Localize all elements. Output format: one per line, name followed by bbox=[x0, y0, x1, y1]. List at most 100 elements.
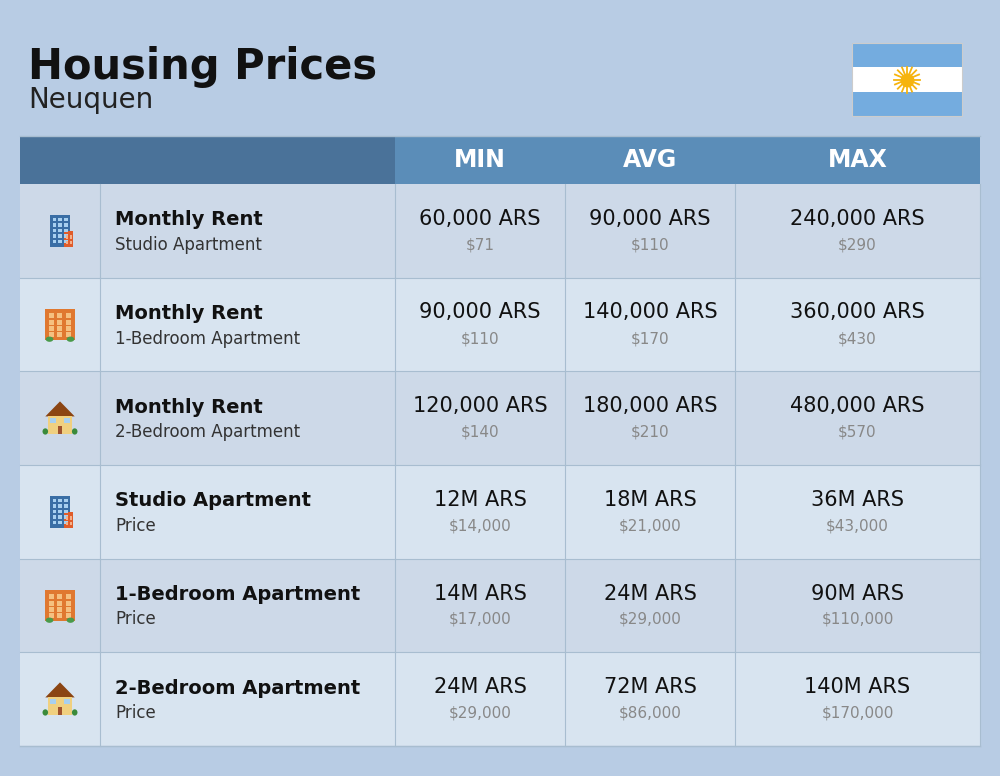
Bar bbox=[64, 512, 73, 528]
Text: 12M ARS: 12M ARS bbox=[434, 490, 526, 510]
Bar bbox=[66, 332, 71, 337]
Text: $570: $570 bbox=[838, 424, 877, 440]
Bar bbox=[64, 223, 68, 227]
Text: 140,000 ARS: 140,000 ARS bbox=[583, 303, 717, 323]
Bar bbox=[66, 516, 68, 520]
Bar bbox=[100, 136, 395, 184]
Bar bbox=[852, 43, 962, 68]
Bar bbox=[66, 235, 68, 238]
Bar bbox=[64, 234, 68, 237]
Bar bbox=[58, 707, 62, 715]
Text: $290: $290 bbox=[838, 237, 877, 252]
Bar bbox=[70, 516, 72, 520]
Bar bbox=[49, 320, 54, 324]
Bar bbox=[20, 653, 980, 746]
Bar bbox=[58, 223, 62, 227]
Bar bbox=[48, 416, 72, 434]
Text: 60,000 ARS: 60,000 ARS bbox=[419, 209, 541, 229]
Bar bbox=[20, 136, 100, 184]
Bar bbox=[64, 699, 70, 705]
Text: 120,000 ARS: 120,000 ARS bbox=[413, 397, 547, 416]
Bar bbox=[66, 607, 71, 611]
Bar bbox=[20, 372, 980, 465]
Polygon shape bbox=[45, 682, 75, 698]
Text: 36M ARS: 36M ARS bbox=[811, 490, 904, 510]
Text: Neuquen: Neuquen bbox=[28, 86, 153, 114]
Bar bbox=[53, 234, 56, 237]
Bar bbox=[64, 504, 68, 508]
Text: $17,000: $17,000 bbox=[449, 612, 511, 627]
Bar bbox=[49, 332, 54, 337]
Text: 2-Bedroom Apartment: 2-Bedroom Apartment bbox=[115, 679, 360, 698]
Bar bbox=[20, 184, 980, 278]
Text: $29,000: $29,000 bbox=[449, 705, 511, 721]
Bar bbox=[66, 326, 71, 331]
Bar bbox=[20, 278, 980, 372]
Polygon shape bbox=[45, 401, 75, 417]
Bar bbox=[64, 230, 73, 247]
Bar bbox=[49, 601, 54, 605]
Bar bbox=[50, 215, 70, 247]
Bar bbox=[58, 229, 62, 232]
Text: $110: $110 bbox=[631, 237, 669, 252]
Bar bbox=[53, 521, 56, 525]
Bar bbox=[53, 515, 56, 519]
Bar bbox=[49, 326, 54, 331]
Bar bbox=[49, 314, 54, 318]
Text: 18M ARS: 18M ARS bbox=[604, 490, 696, 510]
Bar bbox=[53, 499, 56, 502]
Bar bbox=[64, 218, 68, 221]
Text: $140: $140 bbox=[461, 424, 499, 440]
Bar bbox=[57, 326, 62, 331]
Bar bbox=[852, 92, 962, 116]
Bar bbox=[53, 223, 56, 227]
Text: 90,000 ARS: 90,000 ARS bbox=[419, 303, 541, 323]
Text: $86,000: $86,000 bbox=[619, 705, 681, 721]
Bar bbox=[64, 240, 68, 243]
Text: Housing Prices: Housing Prices bbox=[28, 46, 377, 88]
Bar bbox=[49, 613, 54, 618]
Text: AVG: AVG bbox=[623, 148, 677, 172]
Text: Monthly Rent: Monthly Rent bbox=[115, 304, 263, 323]
Text: Studio Apartment: Studio Apartment bbox=[115, 491, 311, 511]
Bar bbox=[66, 601, 71, 605]
Text: $210: $210 bbox=[631, 424, 669, 440]
Bar bbox=[45, 309, 75, 340]
Bar bbox=[50, 417, 56, 424]
Bar bbox=[53, 218, 56, 221]
Bar bbox=[57, 314, 62, 318]
Bar bbox=[64, 521, 68, 525]
Bar bbox=[64, 229, 68, 232]
Bar bbox=[58, 234, 62, 237]
Bar bbox=[58, 510, 62, 513]
Text: $21,000: $21,000 bbox=[619, 518, 681, 533]
Text: 14M ARS: 14M ARS bbox=[434, 584, 526, 604]
Bar bbox=[49, 594, 54, 599]
Text: $29,000: $29,000 bbox=[619, 612, 681, 627]
Text: 72M ARS: 72M ARS bbox=[604, 677, 696, 697]
Bar bbox=[66, 314, 71, 318]
Bar bbox=[20, 465, 980, 559]
Text: Price: Price bbox=[115, 611, 156, 629]
Bar bbox=[66, 613, 71, 618]
Bar bbox=[66, 521, 68, 525]
Bar bbox=[49, 607, 54, 611]
Bar bbox=[70, 241, 72, 244]
Text: $170: $170 bbox=[631, 331, 669, 346]
Text: 140M ARS: 140M ARS bbox=[804, 677, 911, 697]
Text: 90M ARS: 90M ARS bbox=[811, 584, 904, 604]
Text: $43,000: $43,000 bbox=[826, 518, 889, 533]
Ellipse shape bbox=[67, 618, 74, 623]
Text: Price: Price bbox=[115, 704, 156, 722]
Bar bbox=[565, 136, 735, 184]
Text: $110,000: $110,000 bbox=[821, 612, 894, 627]
Text: $430: $430 bbox=[838, 331, 877, 346]
Ellipse shape bbox=[42, 428, 48, 435]
Text: 1-Bedroom Apartment: 1-Bedroom Apartment bbox=[115, 330, 300, 348]
Bar bbox=[70, 235, 72, 238]
Bar bbox=[57, 320, 62, 324]
Text: MAX: MAX bbox=[828, 148, 887, 172]
Bar bbox=[58, 426, 62, 434]
Bar bbox=[57, 332, 62, 337]
Ellipse shape bbox=[46, 618, 53, 623]
